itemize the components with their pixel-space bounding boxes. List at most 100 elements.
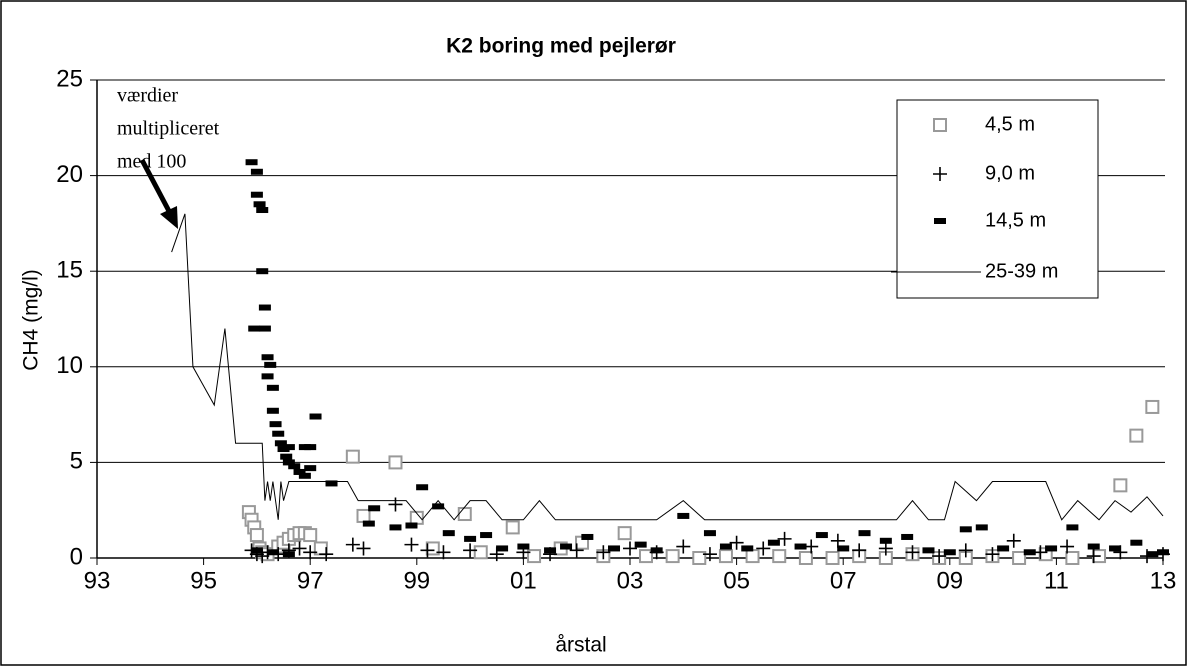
y-tick-label: 25 [56,65,83,92]
dash-marker [879,537,892,544]
legend-label: 9,0 m [985,162,1035,184]
dash-marker [266,407,279,414]
dash-marker [282,551,295,558]
plus-marker [292,541,307,556]
dash-marker [266,384,279,391]
x-tick-label: 09 [936,567,963,594]
dash-marker [901,533,914,540]
square-marker [772,549,787,564]
dash-marker [943,549,956,556]
plus-marker [958,543,973,558]
dash-marker [480,532,493,539]
dash-marker [258,325,271,332]
dash-marker [767,539,780,546]
annotation-line: med 100 [117,151,186,173]
dash-marker [269,421,282,428]
plus-marker [596,545,611,560]
plus-marker [933,167,947,181]
annotation: værdier multipliceret med 100 [117,85,220,173]
dash-marker [442,530,455,537]
dash-marker [544,547,557,554]
square-marker [505,520,520,535]
square-marker [665,549,680,564]
plus-marker [1060,539,1075,554]
plus-marker [777,531,792,546]
legend-label: 4,5 m [985,113,1035,135]
dash-marker [274,440,287,447]
legend-label: 14,5 m [985,209,1046,231]
dash-marker [250,191,263,198]
dash-marker [250,168,263,175]
square-marker [303,528,318,543]
dash-marker [703,530,716,537]
dash-marker [282,459,295,466]
dash-marker [416,484,429,491]
dash-marker [634,541,647,548]
dash-marker [250,547,263,554]
dash-marker [517,543,530,550]
dash-marker [1109,545,1122,552]
dash-marker [405,522,418,529]
dash-marker [959,526,972,533]
dash-marker [741,545,754,552]
plus-marker [676,539,691,554]
dash-marker [677,512,690,519]
dash-marker [496,545,509,552]
dash-marker [837,545,850,552]
plus-marker [852,543,867,558]
x-axis-label: årstal [555,634,606,657]
square-marker [825,551,840,565]
square-marker [718,549,733,564]
legend-label: 25-39 m [985,260,1058,282]
x-tick-label: 05 [723,567,750,594]
dash-marker [581,533,594,540]
x-tick-label: 99 [403,567,430,594]
dash-marker [256,268,269,275]
dash-marker [264,361,277,368]
x-tick-label: 93 [84,567,111,594]
dash-marker [1023,549,1036,556]
dash-marker [608,545,621,552]
plus-marker [1086,549,1101,564]
plus-marker [702,547,717,562]
legend [896,99,1099,299]
square-marker [356,508,371,523]
square-marker [527,549,542,564]
dash-marker [304,444,317,451]
square-marker [457,507,472,522]
square-marker [473,545,488,560]
plus-marker [569,543,584,558]
x-tick-label: 13 [1150,567,1177,594]
plus-marker [463,543,478,558]
square-marker [745,549,760,564]
y-tick-label: 5 [70,448,83,475]
annotation-arrowhead [160,206,178,229]
dash-marker [719,543,732,550]
square-marker [617,526,632,541]
square-marker [345,449,360,464]
plus-marker [356,541,371,556]
x-tick-label: 07 [830,567,857,594]
dash-marker [368,505,381,512]
dash-marker [975,524,988,531]
square-marker [249,528,264,543]
dash-marker [248,325,261,332]
plus-marker [420,543,435,558]
dash-marker [1045,545,1058,552]
marks [171,159,1170,565]
dash-marker [280,453,293,460]
dash-marker [261,354,274,361]
dash-marker [1157,549,1169,556]
dash-marker [258,304,271,311]
line-series [171,213,1164,521]
x-tick-label: 03 [617,567,644,594]
annotation-line: værdier [117,85,178,107]
plus-marker [905,545,920,560]
plus-marker [729,535,744,550]
dash-marker [1146,551,1159,558]
dash-marker [253,201,266,208]
y-axis-label: CH4 (mg/l) [20,269,43,371]
dash-marker [309,413,322,420]
x-tick-label: 01 [510,567,537,594]
